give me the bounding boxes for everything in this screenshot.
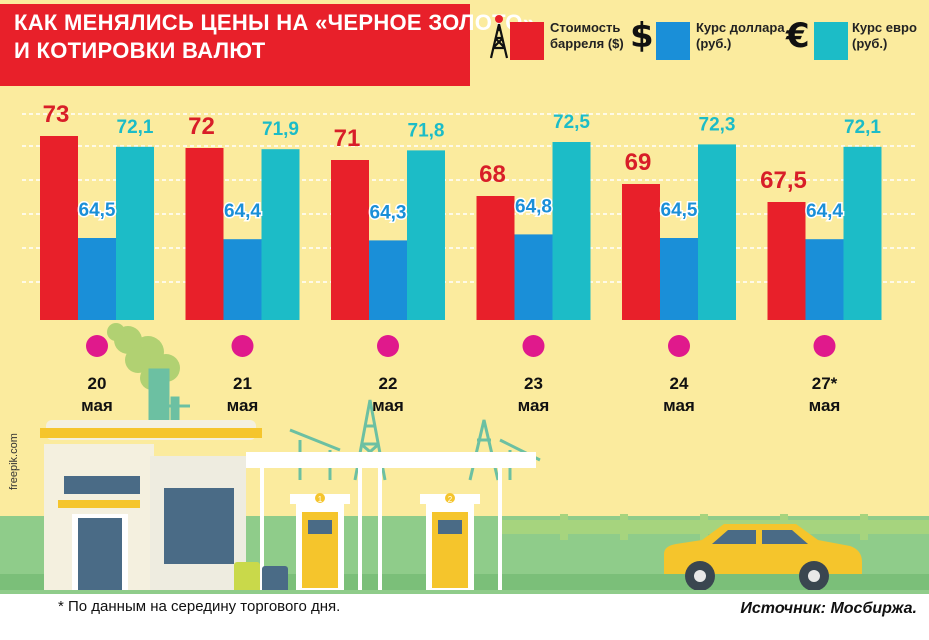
value-label-0-4: 69 [625, 149, 652, 176]
bar-2-1 [261, 149, 300, 320]
bar-0-2 [331, 160, 369, 320]
footnote: * По данным на середину торгового дня. [58, 598, 341, 615]
date-day-3: 23 [524, 374, 543, 393]
value-label-0-5: 67,5 [760, 167, 807, 194]
pump-number-1: 1 [318, 495, 323, 504]
legend-label-eur: Курс евро (руб.) [852, 20, 917, 51]
bar-1-2 [369, 240, 407, 320]
value-label-1-0: 64,5 [79, 200, 116, 221]
value-label-2-3: 72,5 [553, 112, 590, 133]
bar-2-3 [552, 142, 591, 320]
bar-1-3 [514, 234, 553, 320]
value-label-2-5: 72,1 [844, 117, 881, 138]
value-label-0-2: 71 [334, 125, 361, 152]
value-label-1-2: 64,3 [370, 202, 407, 223]
legend-swatch-usd [656, 22, 690, 60]
bar-2-4 [698, 144, 736, 320]
value-labels: 73 64,5 72,1 72 64,4 71,9 71 64,3 71,8 68 64,8 72,5… [43, 101, 882, 225]
date-month-0: мая [81, 396, 113, 415]
title-line-1: КАК МЕНЯЛИСЬ ЦЕНЫ НА «ЧЕРНОЕ ЗОЛОТО» [14, 10, 536, 35]
dollar-icon: $ [630, 16, 654, 56]
bar-0-5 [767, 202, 806, 320]
value-label-0-1: 72 [188, 113, 215, 140]
value-label-1-4: 64,5 [661, 200, 698, 221]
date-dot-4 [668, 335, 690, 357]
value-label-1-3: 64,8 [515, 196, 552, 217]
pump-number-2: 2 [448, 495, 453, 504]
title-box: КАК МЕНЯЛИСЬ ЦЕНЫ НА «ЧЕРНОЕ ЗОЛОТО» И К… [0, 4, 535, 86]
bar-1-0 [78, 238, 116, 320]
date-dot-0 [86, 335, 108, 357]
bar-2-0 [116, 146, 154, 320]
date-day-2: 22 [379, 374, 398, 393]
bar-1-5 [805, 239, 844, 320]
gridlines [22, 113, 915, 283]
value-label-1-1: 64,4 [224, 201, 261, 222]
date-day-4: 24 [670, 374, 689, 393]
date-month-1: мая [227, 396, 259, 415]
legend-swatch-eur [814, 22, 848, 60]
value-label-0-3: 68 [479, 161, 506, 188]
value-label-2-2: 71,8 [408, 120, 445, 141]
value-label-0-0: 73 [43, 101, 70, 128]
fuel-pump-icon-2 [420, 493, 480, 594]
taxi-car-icon [664, 524, 862, 591]
bar-2-2 [407, 150, 445, 320]
bar-0-4 [622, 184, 660, 320]
fuel-pump-icon-1 [290, 493, 350, 594]
bar-0-1 [185, 148, 224, 320]
date-day-1: 21 [233, 374, 252, 393]
value-label-2-4: 72,3 [699, 114, 736, 135]
station-building-icon [40, 420, 262, 592]
date-labels: 20 мая 21 мая 22 мая 23 мая 24 мая 27* мая [81, 374, 840, 415]
source-text: Источник: Мосбиржа. [740, 600, 917, 617]
bars [40, 136, 882, 320]
value-label-2-0: 72,1 [117, 117, 154, 138]
legend-label-oil: Стоимость барреля ($) [550, 20, 624, 51]
oil-derrick-icon [489, 15, 509, 59]
value-label-1-5: 64,4 [806, 201, 843, 222]
date-day-0: 20 [88, 374, 107, 393]
date-dot-1 [231, 335, 254, 357]
title-line-2: И КОТИРОВКИ ВАЛЮТ [14, 38, 266, 63]
euro-icon: € [786, 16, 810, 56]
value-label-2-1: 71,9 [262, 119, 299, 140]
date-dots [86, 335, 836, 357]
date-dot-2 [377, 335, 399, 357]
legend-swatch-oil [510, 22, 544, 60]
date-month-5: мая [809, 396, 841, 415]
legend-label-usd: Курс доллара (руб.) [696, 20, 785, 51]
credit-text: freepik.com [8, 433, 20, 490]
bar-1-4 [660, 238, 698, 320]
date-dot-3 [522, 335, 545, 357]
bar-1-1 [223, 239, 262, 320]
bar-chart: 73 64,5 72,1 72 64,4 71,9 71 64,3 71,8 68 64,8 72,5… [22, 101, 915, 415]
date-month-4: мая [663, 396, 695, 415]
date-month-2: мая [372, 396, 404, 415]
fuel-can-icon [234, 562, 288, 594]
bar-0-0 [40, 136, 78, 320]
date-day-5: 27* [812, 374, 838, 393]
date-dot-5 [813, 335, 836, 357]
bar-2-5 [843, 146, 882, 320]
date-month-3: мая [518, 396, 550, 415]
bar-0-3 [476, 196, 515, 320]
chimney-icon [148, 368, 190, 435]
